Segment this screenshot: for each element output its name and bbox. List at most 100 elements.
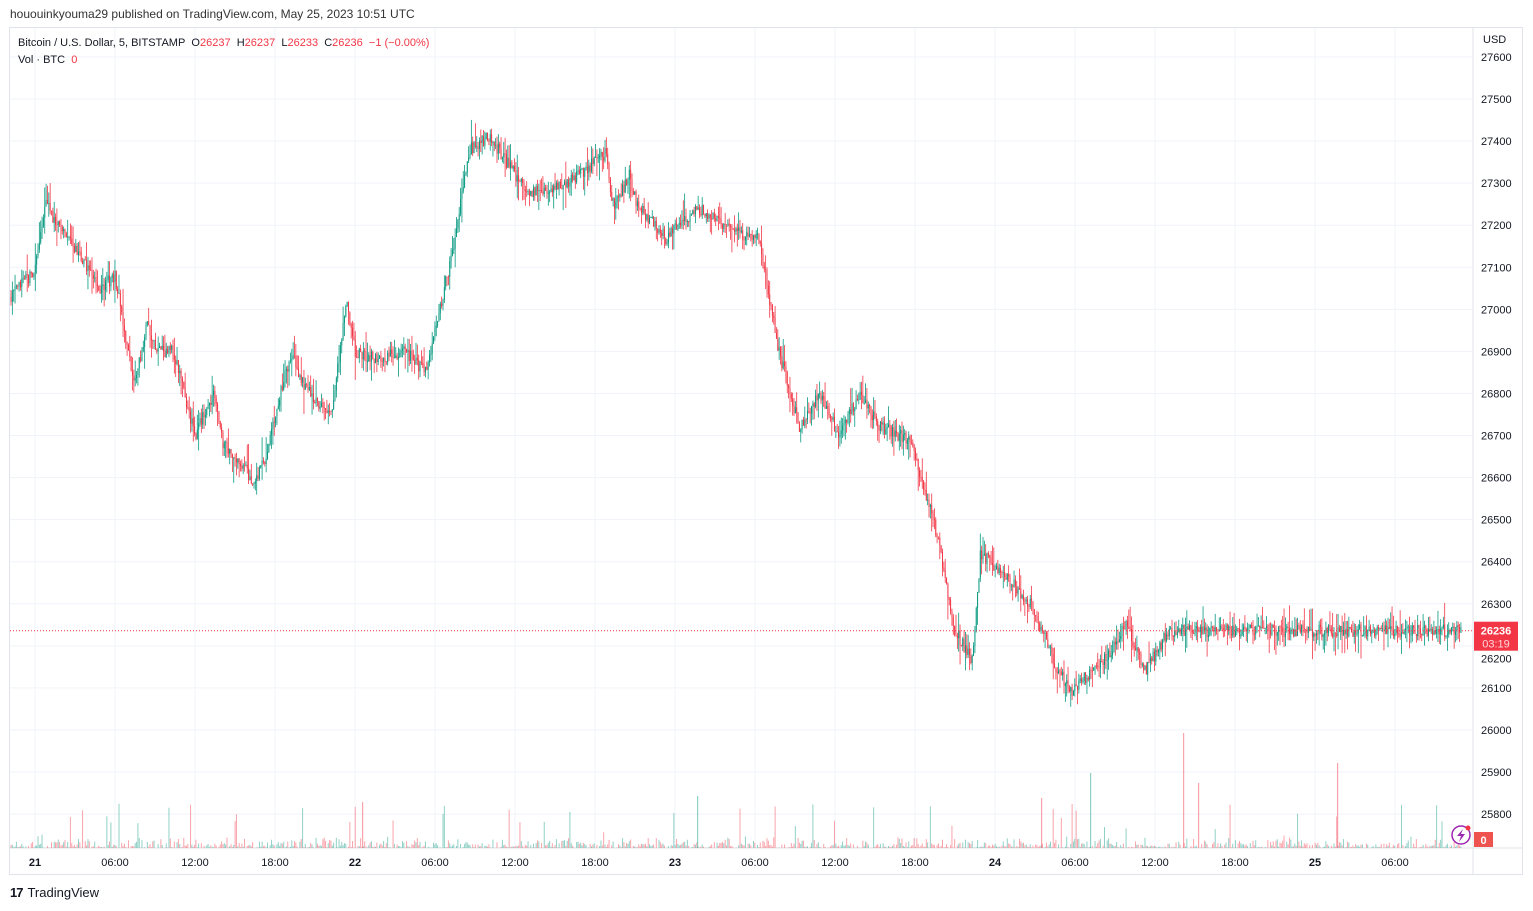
volume-bar <box>111 846 113 848</box>
volume-bar <box>51 842 52 848</box>
candle-body <box>568 179 570 187</box>
volume-bar <box>465 842 467 848</box>
volume-bar <box>1360 844 1362 848</box>
candle-body <box>41 226 43 233</box>
candle-body <box>51 210 52 212</box>
volume-bar <box>265 847 267 848</box>
candle-body <box>424 366 426 373</box>
candle-body <box>375 354 376 363</box>
candle-body <box>422 362 424 365</box>
candle-body <box>132 370 133 376</box>
volume-bar <box>87 839 89 848</box>
volume-bar <box>1090 773 1092 848</box>
y-tick-label: 27400 <box>1481 136 1512 148</box>
candle-body <box>1328 625 1330 633</box>
candle-body <box>1089 669 1091 680</box>
volume-bar <box>878 846 880 848</box>
currency-label[interactable]: USD <box>1483 34 1507 46</box>
volume-bar <box>1386 844 1388 848</box>
volume-bar <box>307 847 309 848</box>
candle-body <box>100 286 102 294</box>
candle-body <box>57 221 59 225</box>
volume-bar <box>933 845 935 848</box>
volume-bar <box>460 843 462 848</box>
candle-body <box>557 182 559 190</box>
volume-bar <box>823 843 825 848</box>
volume-bar <box>917 844 919 848</box>
volume-bar <box>1014 847 1016 848</box>
volume-bar <box>1008 843 1010 848</box>
volume-bar <box>642 844 644 848</box>
candle-body <box>1442 624 1444 629</box>
volume-bar <box>64 840 66 848</box>
candle-body <box>487 132 489 141</box>
volume-bar <box>1213 842 1215 848</box>
candle-body <box>1044 632 1046 634</box>
volume-bar <box>449 843 451 848</box>
candle-body <box>1357 629 1359 634</box>
volume-bar <box>1372 845 1374 848</box>
candle-body <box>1406 627 1408 629</box>
candle-body <box>157 348 159 352</box>
volume-bar <box>1048 844 1050 848</box>
candle-body <box>402 348 403 351</box>
candle-body <box>61 226 63 232</box>
volume-bar <box>115 846 117 848</box>
volume-bar <box>1324 846 1326 848</box>
volume-bar <box>1029 844 1031 848</box>
candle-body <box>689 214 691 223</box>
volume-bar <box>437 845 439 848</box>
candle-body <box>1268 630 1270 632</box>
candle-body <box>1125 621 1127 630</box>
candle-body <box>1380 627 1382 629</box>
candle-body <box>219 421 221 428</box>
candle-body <box>951 611 953 618</box>
volume-bar <box>676 839 678 848</box>
volume-bar <box>1047 846 1049 848</box>
volume-bar <box>1168 843 1170 848</box>
candle-body <box>1374 630 1375 636</box>
candle-body <box>1158 650 1159 653</box>
candle-body <box>233 457 235 459</box>
volume-bar <box>771 846 773 848</box>
volume-bar <box>580 842 582 848</box>
volume-bar <box>767 840 769 848</box>
candle-body <box>192 418 194 427</box>
candle-body <box>408 350 410 361</box>
last-price-tag[interactable] <box>1474 621 1518 651</box>
candle-body <box>1398 633 1400 635</box>
volume-bar <box>982 846 984 848</box>
volume-bar <box>411 844 413 848</box>
candle-body <box>1240 634 1242 637</box>
volume-bar <box>505 846 507 848</box>
candle-body <box>437 321 439 326</box>
candle-body <box>900 430 902 434</box>
candle-body <box>200 418 202 425</box>
volume-bar <box>738 845 740 848</box>
volume-bar <box>1128 846 1130 848</box>
tradingview-brand[interactable]: 17 TradingView <box>10 885 99 900</box>
candle-body <box>195 433 197 440</box>
x-tick-label: 12:00 <box>501 857 529 869</box>
candle-body <box>1205 627 1207 631</box>
candle-body <box>843 423 845 426</box>
candle-body <box>1436 629 1438 635</box>
candle-body <box>1387 627 1389 635</box>
volume-bar <box>1384 847 1386 848</box>
volume-label[interactable]: Vol · BTC <box>18 54 66 66</box>
candle-body <box>712 212 714 220</box>
volume-bar <box>100 847 102 848</box>
symbol-title[interactable]: Bitcoin / U.S. Dollar, 5, BITSTAMP <box>18 37 186 49</box>
volume-bar <box>781 844 783 848</box>
volume-bar <box>840 844 842 848</box>
candle-body <box>946 577 948 584</box>
volume-bar <box>1288 837 1290 848</box>
candle-body <box>1117 641 1119 643</box>
volume-bar <box>203 845 205 848</box>
volume-bar <box>153 840 155 848</box>
volume-bar <box>1171 846 1173 848</box>
candle-body <box>958 630 960 639</box>
volume-bar <box>623 842 625 848</box>
candle-body <box>1067 680 1069 687</box>
